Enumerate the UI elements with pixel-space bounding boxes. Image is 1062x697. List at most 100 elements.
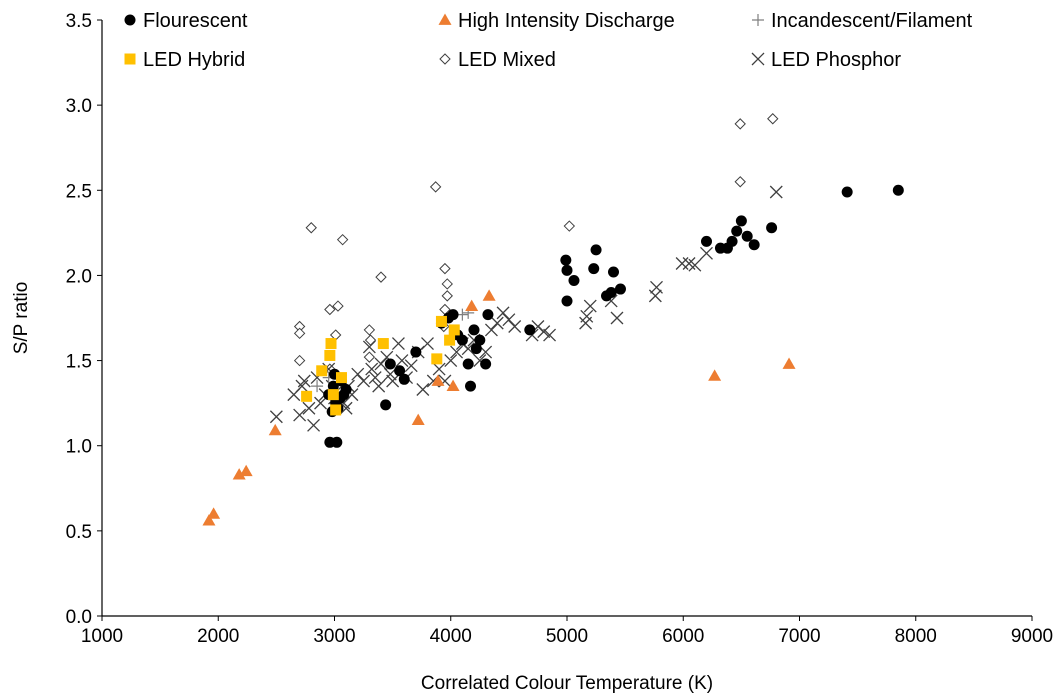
y-tick-label: 2.5 bbox=[66, 181, 92, 202]
data-point bbox=[411, 413, 425, 426]
x-tick-label: 9000 bbox=[1011, 626, 1053, 647]
data-point bbox=[675, 257, 689, 270]
data-point bbox=[456, 334, 468, 346]
data-point bbox=[734, 176, 746, 188]
series-led-mixed bbox=[293, 113, 779, 375]
data-point bbox=[769, 185, 783, 199]
y-tick-label: 1.5 bbox=[66, 352, 92, 373]
data-point bbox=[297, 374, 311, 388]
data-point bbox=[583, 299, 597, 313]
data-point bbox=[375, 271, 387, 283]
data-point bbox=[398, 373, 410, 385]
data-point bbox=[404, 359, 418, 373]
legend: Flourescent High Intensity Discharge Incan… bbox=[124, 10, 973, 71]
legend-marker bbox=[124, 14, 136, 26]
data-point bbox=[748, 239, 760, 251]
data-point bbox=[439, 262, 451, 275]
data-point bbox=[293, 327, 306, 340]
y-tick-label: 2.0 bbox=[66, 266, 92, 287]
data-points bbox=[202, 113, 904, 526]
data-point bbox=[293, 408, 307, 422]
axes bbox=[101, 20, 1032, 617]
data-point bbox=[561, 264, 573, 276]
data-point bbox=[767, 113, 779, 125]
data-point bbox=[708, 369, 722, 381]
data-point bbox=[429, 181, 442, 193]
series-high-intensity-discharge bbox=[202, 289, 796, 526]
data-point bbox=[508, 320, 522, 333]
data-point bbox=[444, 334, 456, 346]
y-tick-label: 3.5 bbox=[66, 11, 92, 32]
y-axis-ticks: 0.0 0.5 1.0 1.5 2.0 2.5 3.0 3.5 bbox=[66, 11, 102, 628]
legend-item: High Intensity Discharge bbox=[438, 10, 675, 32]
data-point bbox=[305, 222, 317, 234]
data-point bbox=[432, 362, 446, 376]
data-point bbox=[841, 186, 853, 198]
legend-marker bbox=[124, 53, 136, 65]
data-point bbox=[735, 215, 747, 227]
data-point bbox=[543, 328, 557, 342]
data-point bbox=[561, 295, 573, 307]
x-tick-label: 6000 bbox=[662, 626, 704, 647]
data-point bbox=[395, 354, 409, 368]
data-point bbox=[340, 384, 352, 396]
data-point bbox=[447, 309, 459, 321]
legend-item: Flourescent bbox=[124, 10, 248, 32]
data-point bbox=[700, 246, 713, 260]
legend-marker bbox=[439, 53, 451, 65]
x-tick-label: 7000 bbox=[778, 626, 820, 647]
data-point bbox=[364, 334, 377, 346]
data-point bbox=[482, 309, 494, 321]
legend-item: Incandescent/Filament bbox=[752, 10, 973, 32]
data-point bbox=[448, 324, 460, 336]
series-led-phosphor bbox=[269, 185, 783, 432]
data-point bbox=[301, 390, 313, 402]
data-point bbox=[470, 343, 482, 355]
y-tick-label: 1.0 bbox=[66, 437, 92, 458]
data-point bbox=[202, 514, 216, 526]
data-point bbox=[605, 286, 617, 298]
data-point bbox=[474, 334, 486, 346]
data-point bbox=[482, 289, 496, 301]
data-point bbox=[701, 235, 712, 247]
data-point bbox=[336, 233, 349, 246]
data-point bbox=[431, 374, 445, 386]
data-point bbox=[316, 365, 328, 377]
data-point bbox=[311, 380, 324, 393]
data-point bbox=[446, 379, 460, 391]
data-point bbox=[435, 315, 447, 327]
legend-marker bbox=[751, 52, 765, 66]
data-point bbox=[268, 423, 282, 436]
data-point bbox=[365, 362, 379, 376]
data-point bbox=[335, 372, 347, 384]
data-point bbox=[384, 358, 396, 370]
data-point bbox=[302, 401, 316, 415]
data-point bbox=[330, 404, 342, 416]
data-point bbox=[325, 338, 337, 350]
data-point bbox=[314, 396, 328, 410]
data-point bbox=[560, 254, 572, 266]
data-point bbox=[386, 374, 400, 388]
data-point bbox=[232, 468, 246, 480]
data-point bbox=[648, 289, 662, 303]
data-point bbox=[580, 309, 594, 323]
data-point bbox=[588, 263, 600, 275]
data-point bbox=[484, 323, 498, 337]
data-point bbox=[327, 380, 339, 392]
data-point bbox=[391, 337, 405, 351]
data-point bbox=[688, 258, 702, 272]
legend-item: LED Phosphor bbox=[751, 49, 901, 71]
data-point bbox=[372, 379, 386, 393]
data-point bbox=[327, 389, 339, 401]
data-point bbox=[465, 380, 477, 392]
data-point bbox=[269, 410, 283, 424]
data-point bbox=[502, 313, 516, 327]
x-tick-label: 5000 bbox=[546, 626, 588, 647]
data-point bbox=[368, 371, 382, 385]
data-point bbox=[892, 184, 904, 196]
data-point bbox=[324, 303, 336, 316]
data-point bbox=[339, 401, 353, 415]
legend-label: Incandescent/Filament bbox=[771, 10, 973, 32]
data-point bbox=[524, 324, 536, 336]
